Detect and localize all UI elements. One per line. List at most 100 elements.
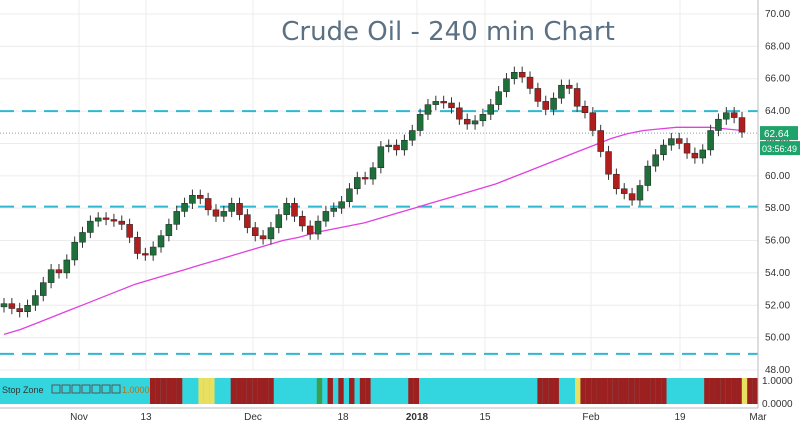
y-tick-label-7: 56.00 xyxy=(765,236,790,247)
candle-body-48 xyxy=(377,146,385,168)
indicator-bar-20 xyxy=(257,378,263,404)
candle-body-33 xyxy=(259,235,267,240)
candle-body-72 xyxy=(566,84,573,89)
candle-body-35 xyxy=(275,214,283,228)
candle-body-1 xyxy=(8,303,16,309)
indicator-box-5 xyxy=(101,384,111,394)
indicator-box-3 xyxy=(81,384,91,394)
x-tick-label-6: Feb xyxy=(582,412,600,423)
candle-body-11 xyxy=(87,220,94,233)
candle-body-23 xyxy=(181,203,188,212)
indicator-bar-17 xyxy=(241,378,247,404)
candle-body-4 xyxy=(32,295,39,306)
candle-body-8 xyxy=(63,259,71,274)
indicator-bar-5 xyxy=(176,378,183,404)
candle-body-27 xyxy=(212,209,220,217)
candle-body-7 xyxy=(55,269,63,274)
candle-body-31 xyxy=(244,214,251,228)
indicator-box-2 xyxy=(71,384,81,394)
indicator-bar-86 xyxy=(612,378,619,404)
x-tick-label-5: 15 xyxy=(479,412,491,423)
indicator-bar-82 xyxy=(591,378,597,404)
indicator-bar-39 xyxy=(359,378,366,404)
indicator-bar-106 xyxy=(720,378,726,404)
candle-body-94 xyxy=(738,117,746,133)
x-tick-label-7: 19 xyxy=(674,412,686,423)
candle-body-5 xyxy=(40,282,47,296)
indicator-box-6 xyxy=(111,384,121,394)
y-axis: 70.0068.0066.0064.0062.0060.0058.0056.00… xyxy=(757,0,800,425)
indicator-bar-18 xyxy=(246,378,253,404)
price-badge xyxy=(760,126,798,141)
indicator-bar-110 xyxy=(741,378,748,404)
candle-body-63 xyxy=(495,91,502,105)
candle-body-46 xyxy=(361,177,369,180)
candle-body-67 xyxy=(526,76,534,89)
indicator-bar-35 xyxy=(338,378,344,404)
candle-body-69 xyxy=(542,101,549,110)
indicator-bar-72 xyxy=(537,378,543,404)
candle-body-56 xyxy=(440,101,447,104)
candle-body-92 xyxy=(723,112,730,120)
x-tick-label-4: 2018 xyxy=(406,412,429,423)
candle-body-54 xyxy=(424,104,432,115)
indicator-bar-48 xyxy=(408,378,414,404)
candle-body-51 xyxy=(401,139,408,151)
x-tick-label-8: Mar xyxy=(749,412,767,423)
candle-body-88 xyxy=(691,152,699,159)
indicator-axis-top: 1.0000 xyxy=(762,376,793,387)
candle-body-66 xyxy=(518,72,526,78)
candle-body-62 xyxy=(487,104,495,115)
indicator-bar-37 xyxy=(349,378,355,404)
candle-body-73 xyxy=(573,88,581,107)
candle-body-60 xyxy=(471,120,479,125)
indicator-bar-19 xyxy=(252,378,258,404)
indicator-axis-bottom: 0.0000 xyxy=(762,399,793,410)
x-axis: Nov 13 Dec 18 2018 15 Feb 19 Mar xyxy=(0,407,767,423)
indicator-bar-85 xyxy=(607,378,613,404)
candle-body-85 xyxy=(668,138,675,146)
indicator-bar-2 xyxy=(160,378,167,404)
indicator-bar-109 xyxy=(736,378,742,404)
indicator-bar-49 xyxy=(413,378,420,404)
x-tick-label-0: Nov xyxy=(70,412,88,423)
candle-body-76 xyxy=(597,130,604,152)
candle-body-16 xyxy=(126,224,133,238)
indicator-bar-83 xyxy=(596,378,602,404)
candle-body-20 xyxy=(157,235,165,248)
candle-body-40 xyxy=(314,220,322,235)
candle-body-0 xyxy=(0,303,8,308)
candle-body-10 xyxy=(79,232,86,243)
indicator-bar-105 xyxy=(714,378,721,404)
indicator-bar-16 xyxy=(236,378,242,404)
indicator-bar-40 xyxy=(365,378,371,404)
candle-body-80 xyxy=(628,193,636,201)
y-axis-background xyxy=(758,0,800,425)
candle-body-81 xyxy=(636,185,644,201)
price-badge-label: 62.64 xyxy=(764,129,789,140)
grid xyxy=(0,0,759,371)
candle-body-29 xyxy=(228,203,235,212)
chart-title: Crude Oil - 240 min Chart xyxy=(281,17,615,47)
candle-body-36 xyxy=(283,203,290,215)
y-tick-label-11: 48.00 xyxy=(765,365,790,376)
indicator-box-1 xyxy=(61,384,71,394)
candle-body-71 xyxy=(558,84,565,99)
candle-body-25 xyxy=(197,194,204,199)
candle-body-57 xyxy=(448,102,455,109)
y-tick-label-9: 52.00 xyxy=(765,300,790,311)
candle-body-64 xyxy=(503,78,510,92)
candle-body-30 xyxy=(236,203,243,215)
candle-body-74 xyxy=(581,105,589,113)
y-tick-label-5: 60.00 xyxy=(765,171,790,182)
candle-body-14 xyxy=(110,219,118,222)
candle-body-24 xyxy=(189,194,196,204)
indicator-bar-80 xyxy=(580,378,586,404)
indicator-bar-111 xyxy=(747,378,753,404)
candle-body-3 xyxy=(24,305,31,312)
candle-body-38 xyxy=(299,216,306,227)
moving-average-line xyxy=(3,126,743,336)
indicator-bar-89 xyxy=(628,378,635,404)
candle-body-52 xyxy=(409,130,416,141)
